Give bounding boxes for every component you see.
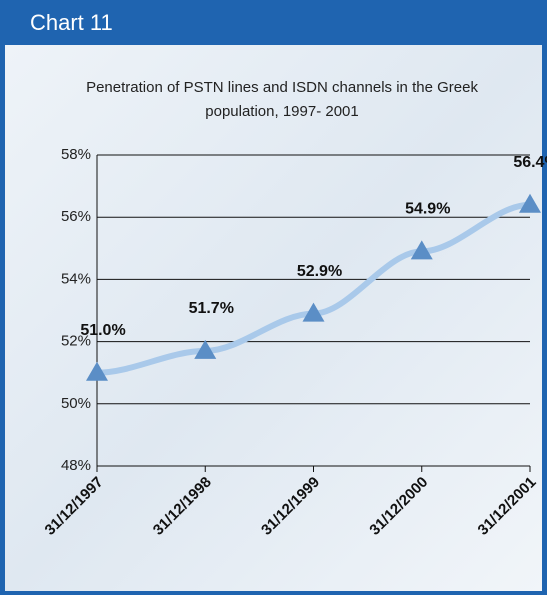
y-tick-label: 48% (61, 457, 91, 474)
chart-title: population, 1997- 2001 (205, 103, 358, 120)
chart-title: Penetration of PSTN lines and ISDN chann… (86, 79, 478, 96)
data-label: 52.9% (297, 263, 342, 280)
panel (5, 45, 542, 591)
y-tick-label: 50% (61, 395, 91, 412)
data-label: 51.0% (80, 322, 125, 339)
data-label: 56.4% (513, 154, 547, 171)
header: Chart 11 (30, 10, 113, 35)
data-label: 51.7% (189, 300, 234, 317)
y-tick-label: 54% (61, 270, 91, 287)
page: Chart 11 Penetration of PSTN lines and I… (0, 0, 547, 595)
y-tick-label: 56% (61, 208, 91, 225)
y-tick-label: 58% (61, 146, 91, 163)
data-label: 54.9% (405, 201, 450, 218)
